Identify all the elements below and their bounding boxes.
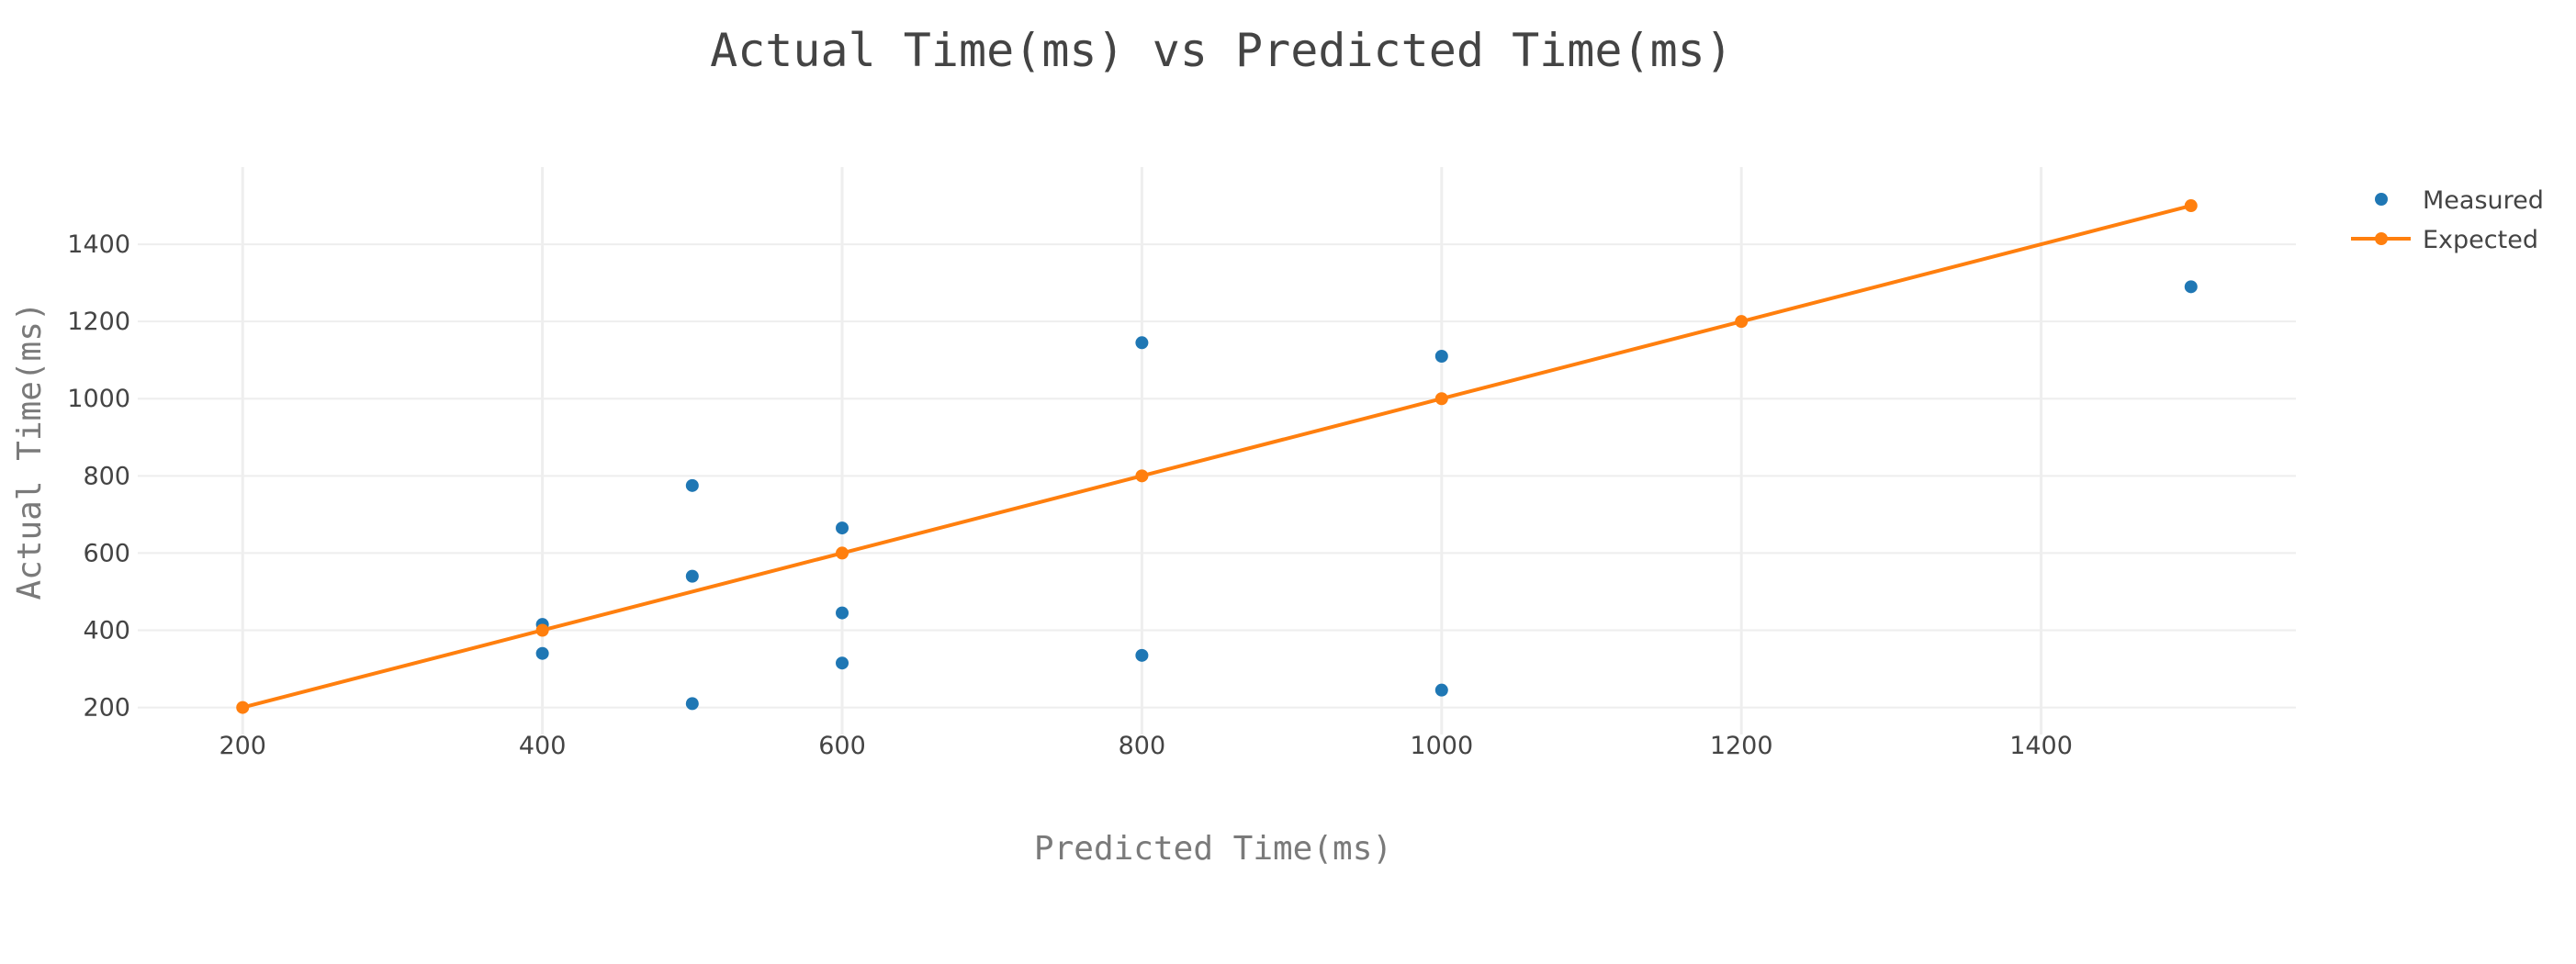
- data-point: [1434, 392, 1448, 406]
- legend-label: Measured: [2423, 186, 2544, 215]
- legend-item-measured[interactable]: Measured: [2375, 186, 2544, 215]
- data-point: [1135, 336, 1149, 350]
- x-tick-label: 200: [219, 732, 266, 760]
- x-tick-label: 1200: [1710, 732, 1773, 760]
- y-axis-title: Actual Time(ms): [11, 301, 49, 600]
- y-tick-label: 400: [83, 616, 130, 645]
- data-point: [2184, 280, 2198, 294]
- data-point: [836, 606, 849, 620]
- data-point: [1135, 469, 1149, 483]
- data-point: [1434, 683, 1448, 697]
- data-point: [685, 697, 699, 711]
- plot-series: [236, 199, 2198, 714]
- x-tick-labels: 200 400 600 800 1000 1200 1400: [219, 732, 2072, 760]
- data-point: [535, 646, 549, 660]
- legend-label: Expected: [2423, 226, 2538, 254]
- legend: Measured Expected: [2351, 186, 2544, 254]
- data-point: [236, 701, 250, 714]
- legend-item-expected[interactable]: Expected: [2351, 226, 2538, 254]
- grid-lines: [138, 167, 2296, 734]
- data-point: [836, 521, 849, 535]
- legend-marker-swatch: [2375, 232, 2388, 245]
- data-point: [685, 478, 699, 492]
- x-tick-label: 1000: [1410, 732, 1473, 760]
- y-tick-label: 800: [83, 462, 130, 490]
- x-tick-label: 400: [519, 732, 567, 760]
- data-point: [2184, 199, 2198, 213]
- y-tick-label: 200: [83, 694, 130, 723]
- data-point: [836, 546, 849, 560]
- x-axis-title: Predicted Time(ms): [1034, 830, 1392, 868]
- x-tick-label: 1400: [2009, 732, 2073, 760]
- series-measured: [535, 280, 2198, 711]
- data-point: [535, 623, 549, 637]
- y-tick-label: 1400: [67, 230, 130, 259]
- data-point: [1135, 648, 1149, 662]
- data-point: [1735, 315, 1749, 329]
- data-point: [836, 656, 849, 670]
- chart-title: Actual Time(ms) vs Predicted Time(ms): [710, 24, 1733, 77]
- y-tick-label: 1200: [67, 308, 130, 336]
- data-point: [685, 569, 699, 583]
- series-expected: [236, 199, 2198, 714]
- y-tick-labels: 200 400 600 800 1000 1200 1400: [67, 230, 130, 722]
- y-tick-label: 1000: [67, 385, 130, 413]
- data-point: [1434, 350, 1448, 363]
- y-tick-label: 600: [83, 539, 130, 567]
- x-tick-label: 600: [818, 732, 866, 760]
- legend-marker-swatch: [2375, 193, 2388, 206]
- series-line: [242, 204, 2192, 710]
- x-tick-label: 800: [1119, 732, 1166, 760]
